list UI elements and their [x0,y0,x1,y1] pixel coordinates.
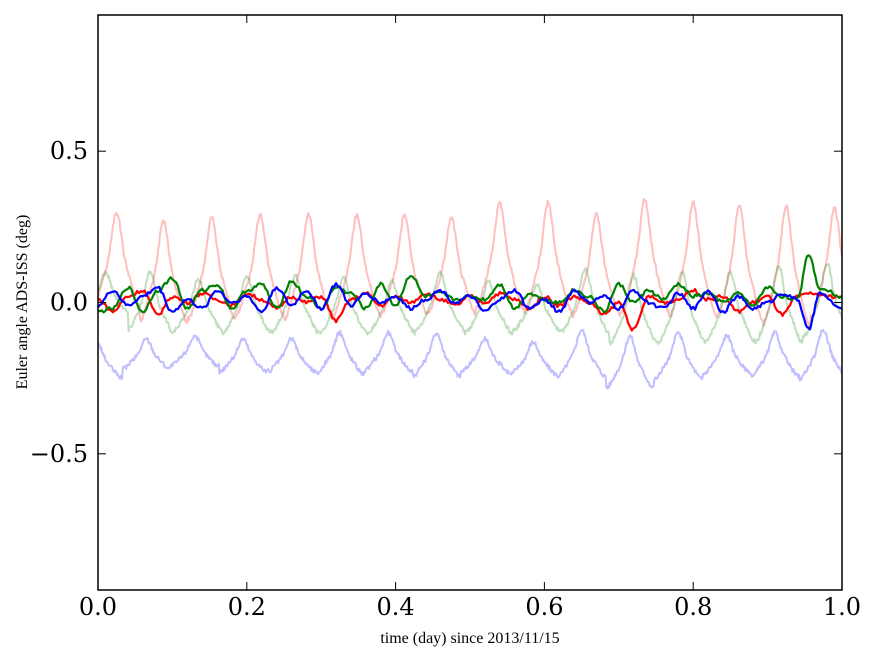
y-tick-label: 0.5 [50,137,88,165]
x-tick-label: 0.8 [674,593,712,621]
tick-layer: 0.0 0.2 0.4 0.6 0.8 1.0 0.5 0.0 −0.5 [30,15,861,621]
x-tick-label: 0.0 [79,593,117,621]
x-tick-label: 0.2 [228,593,266,621]
y-tick-label: 0.0 [50,289,88,317]
series-layer [97,198,843,390]
y-tick-label: −0.5 [30,440,88,468]
series-line-1 [97,198,843,328]
series-line-6 [97,282,843,331]
series-line-2 [97,263,843,346]
x-tick-label: 0.6 [525,593,563,621]
y-axis-label: Euler angle ADS-ISS (deg) [14,215,31,390]
x-axis-label: time (day) since 2013/11/15 [380,630,559,647]
x-tick-label: 0.4 [377,593,415,621]
x-tick-label: 1.0 [823,593,861,621]
series-line-3 [97,328,843,390]
